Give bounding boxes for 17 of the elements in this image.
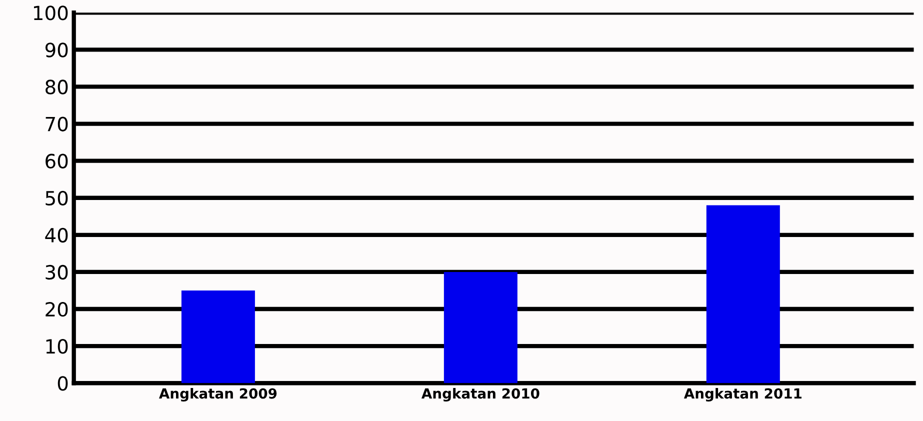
y-tick-label: 80 (46, 80, 68, 94)
bar (181, 290, 255, 384)
y-tick-label: 100 (34, 6, 68, 20)
x-tick-label: Angkatan 2010 (421, 388, 540, 402)
x-tick-label: Angkatan 2009 (158, 388, 277, 402)
y-tick-label: 0 (58, 376, 68, 391)
y-tick-label: 10 (46, 339, 68, 354)
y-tick-label: 70 (46, 116, 68, 132)
y-tick-label: 40 (45, 228, 68, 243)
bar (706, 205, 780, 384)
y-tick-label: 50 (46, 190, 68, 206)
y-tick-label: 90 (45, 42, 68, 58)
bar (444, 272, 518, 384)
y-tick-label: 20 (46, 302, 68, 317)
x-tick-label: Angkatan 2011 (684, 388, 802, 402)
y-tick-label: 30 (46, 264, 68, 280)
y-tick-label: 60 (46, 154, 68, 168)
